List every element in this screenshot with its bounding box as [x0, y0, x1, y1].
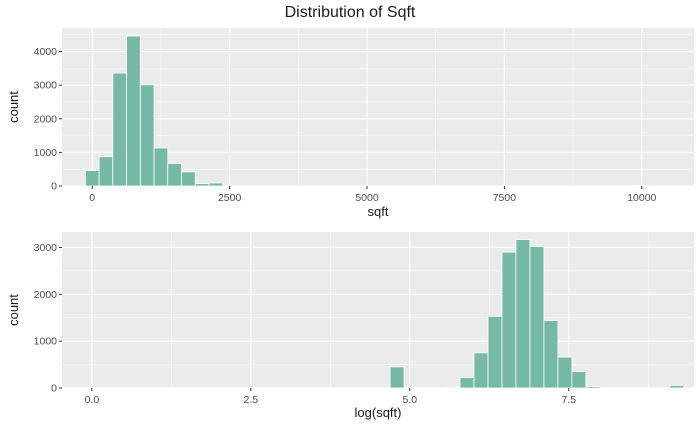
y-tick-label: 1000 [34, 336, 58, 348]
x-axis-title: log(sqft) [355, 405, 402, 420]
histogram-bar [487, 315, 503, 389]
histogram-bar [84, 170, 100, 187]
y-axis-title: count [6, 294, 21, 326]
chart-log-sqft: 0.0 2.5 5.0 7.5 0 1000 2000 3000 log(sqft) cou… [6, 232, 694, 420]
histogram-bar [515, 239, 531, 389]
plot-panel [62, 232, 694, 388]
x-axis-title: sqft [368, 204, 389, 219]
y-axis-ticks: 0 1000 2000 3000 4000 [34, 46, 62, 193]
histogram-bars [84, 35, 650, 187]
x-tick-label: 10000 [627, 192, 656, 204]
y-tick-label: 2000 [34, 113, 58, 125]
histogram-bar [181, 171, 196, 187]
histogram-bar [445, 386, 461, 389]
gridlines [62, 232, 694, 389]
x-tick-label: 2.5 [244, 394, 259, 406]
y-tick-label: 0 [51, 181, 57, 193]
y-tick-label: 1000 [34, 147, 58, 159]
x-tick-label: 2500 [218, 192, 242, 204]
histogram-bar [112, 72, 127, 187]
histogram-bar [459, 377, 475, 389]
x-axis-ticks: 0.0 2.5 5.0 7.5 [85, 388, 576, 406]
histogram-bar [571, 371, 587, 389]
histogram-bar [473, 352, 489, 389]
histogram-bar [98, 156, 114, 187]
histogram-bar [208, 182, 224, 187]
histogram-bar [501, 251, 517, 389]
y-tick-label: 2000 [34, 289, 58, 301]
y-tick-label: 4000 [34, 46, 58, 58]
y-tick-label: 0 [51, 383, 57, 395]
x-tick-label: 7.5 [561, 394, 576, 406]
histogram-bar [543, 320, 559, 389]
chart-sqft: 0 2500 5000 7500 10000 0 1000 2000 3000 4000 sqf… [6, 28, 694, 219]
histogram-bars [389, 239, 685, 389]
histogram-bar [153, 147, 169, 187]
x-tick-label: 0.0 [85, 394, 100, 406]
histogram-bar [585, 386, 601, 389]
y-tick-label: 3000 [34, 242, 58, 254]
x-tick-label: 5.0 [402, 394, 417, 406]
histogram-bar [167, 163, 182, 187]
histogram-bar [126, 35, 141, 187]
y-tick-label: 3000 [34, 80, 58, 92]
histogram-bar [139, 84, 155, 187]
histogram-bar [557, 356, 573, 389]
y-axis-ticks: 0 1000 2000 3000 [34, 242, 62, 395]
y-axis-title: count [6, 91, 21, 123]
x-tick-label: 0 [89, 192, 95, 204]
histogram-bar [194, 183, 210, 187]
histogram-bar [669, 385, 685, 389]
figure-title: Distribution of Sqft [285, 4, 416, 21]
histogram-bar [389, 366, 405, 389]
x-axis-ticks: 0 2500 5000 7500 10000 [89, 186, 657, 204]
x-tick-label: 5000 [355, 192, 379, 204]
histogram-bar [529, 246, 545, 389]
x-tick-label: 7500 [493, 192, 517, 204]
